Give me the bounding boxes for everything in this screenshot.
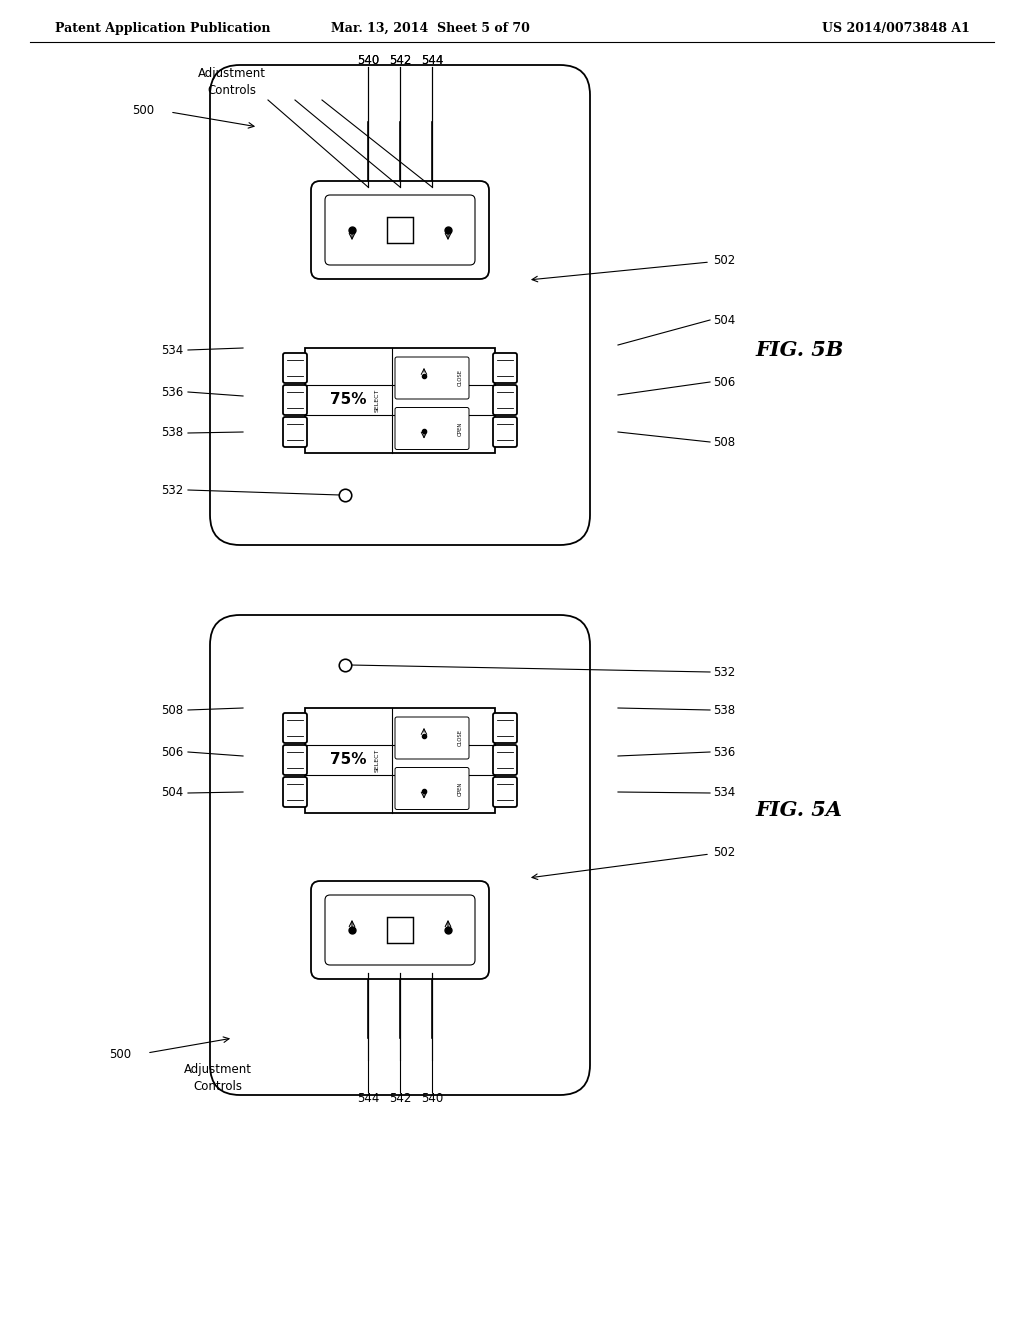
Text: OPEN: OPEN [458,781,463,796]
Text: 504: 504 [713,314,735,326]
Text: 538: 538 [713,704,735,717]
Text: 544: 544 [421,54,443,66]
Text: 500: 500 [109,1048,131,1061]
FancyBboxPatch shape [493,713,517,743]
Text: 542: 542 [389,1092,412,1105]
Text: 506: 506 [161,746,183,759]
FancyBboxPatch shape [395,717,469,759]
Text: 500: 500 [132,103,154,116]
Text: 544: 544 [356,1092,379,1105]
FancyBboxPatch shape [210,615,590,1096]
Text: 75%: 75% [330,392,367,408]
FancyBboxPatch shape [283,352,307,383]
Text: 508: 508 [161,704,183,717]
Text: 542: 542 [389,54,412,66]
Text: 542: 542 [389,54,412,66]
FancyBboxPatch shape [305,708,495,813]
Text: 540: 540 [421,1092,443,1105]
Text: 538: 538 [161,426,183,440]
Text: Adjustment
Controls: Adjustment Controls [198,67,266,96]
FancyBboxPatch shape [493,417,517,447]
Text: CLOSE: CLOSE [458,730,463,747]
Text: 504: 504 [161,787,183,800]
Text: 536: 536 [161,385,183,399]
Bar [387,216,413,243]
Text: 502: 502 [713,253,735,267]
Text: Mar. 13, 2014  Sheet 5 of 70: Mar. 13, 2014 Sheet 5 of 70 [331,22,529,36]
Text: 534: 534 [713,787,735,800]
Text: 536: 536 [713,746,735,759]
Text: FIG. 5A: FIG. 5A [755,800,842,820]
FancyBboxPatch shape [210,65,590,545]
Text: SELECT: SELECT [375,748,380,772]
Text: 75%: 75% [330,752,367,767]
Text: 506: 506 [713,375,735,388]
Text: 532: 532 [713,665,735,678]
FancyBboxPatch shape [493,744,517,775]
FancyBboxPatch shape [283,713,307,743]
Text: 508: 508 [713,436,735,449]
FancyBboxPatch shape [311,880,489,979]
Text: OPEN: OPEN [458,421,463,436]
FancyBboxPatch shape [493,777,517,807]
FancyBboxPatch shape [493,352,517,383]
Text: 540: 540 [357,54,379,66]
FancyBboxPatch shape [283,417,307,447]
Text: CLOSE: CLOSE [458,370,463,387]
Text: Adjustment
Controls: Adjustment Controls [184,1063,252,1093]
FancyBboxPatch shape [305,347,495,453]
Text: SELECT: SELECT [375,388,380,412]
Text: 544: 544 [421,54,443,66]
FancyBboxPatch shape [325,895,475,965]
Text: 540: 540 [357,54,379,66]
FancyBboxPatch shape [311,181,489,279]
Text: FIG. 5B: FIG. 5B [755,341,844,360]
Text: Patent Application Publication: Patent Application Publication [55,22,270,36]
Text: US 2014/0073848 A1: US 2014/0073848 A1 [822,22,970,36]
FancyBboxPatch shape [325,195,475,265]
FancyBboxPatch shape [395,767,469,809]
Text: 532: 532 [161,483,183,496]
Text: 534: 534 [161,343,183,356]
FancyBboxPatch shape [283,777,307,807]
FancyBboxPatch shape [283,744,307,775]
FancyBboxPatch shape [395,356,469,399]
Bar [387,917,413,942]
FancyBboxPatch shape [283,385,307,414]
FancyBboxPatch shape [395,408,469,450]
FancyBboxPatch shape [493,385,517,414]
Text: 502: 502 [713,846,735,858]
